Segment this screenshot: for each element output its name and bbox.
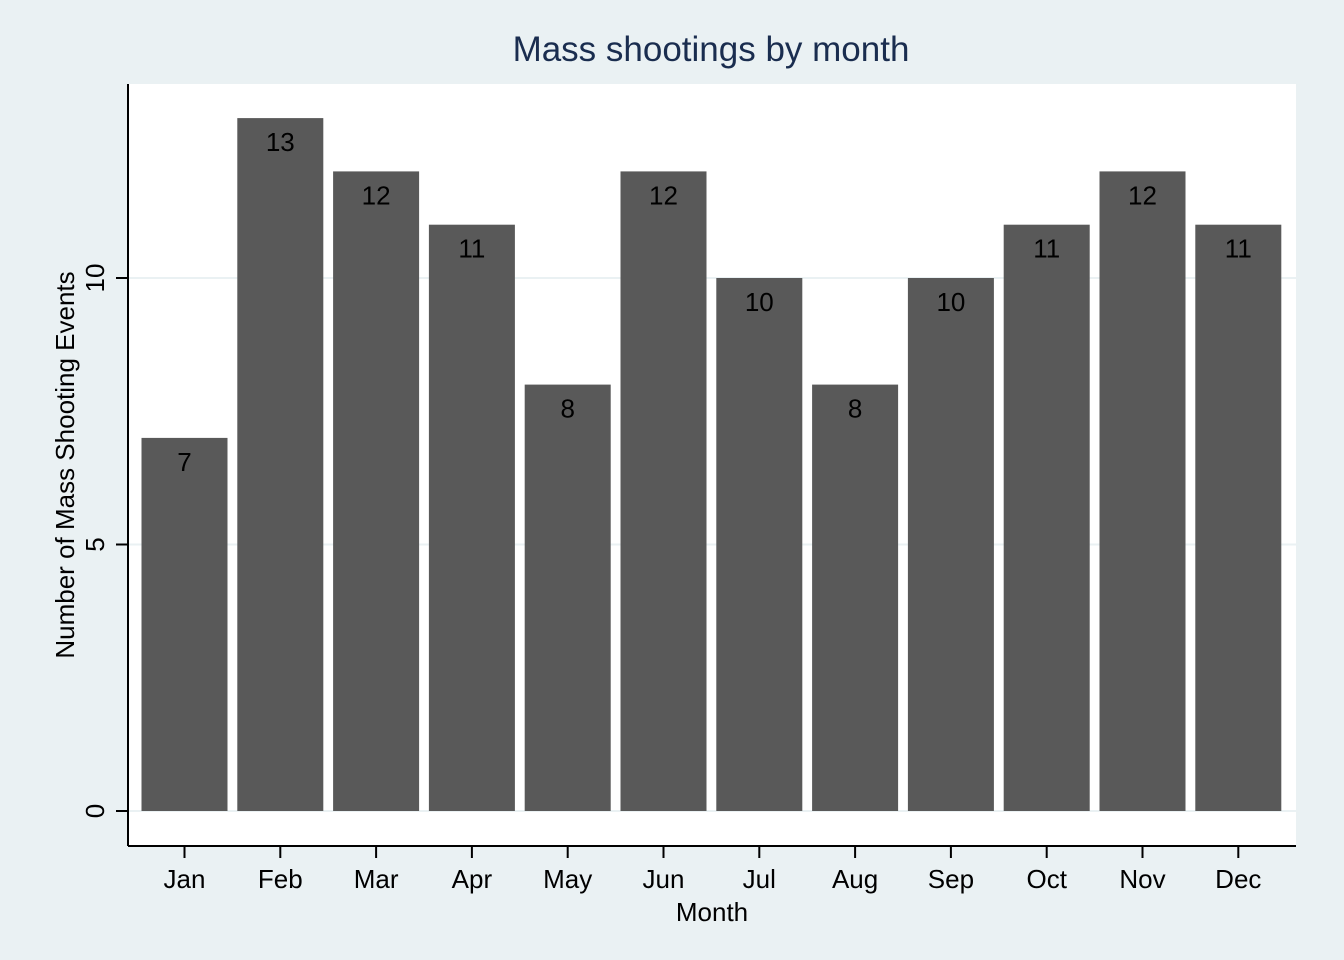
bar-feb: [237, 118, 324, 812]
bar-value-label: 12: [362, 180, 391, 210]
bars: [141, 118, 1282, 812]
bar-value-label: 11: [1225, 234, 1252, 264]
bar-jun: [620, 171, 707, 811]
x-tick-label-may: May: [543, 864, 592, 894]
y-tick-label: 10: [80, 264, 110, 293]
x-tick-label-aug: Aug: [832, 864, 878, 894]
bar-value-label: 12: [649, 180, 678, 210]
bar-data-labels: 7 13 12 11 8 12 10 8 10 11 12 11: [177, 127, 1252, 477]
bar-nov: [1099, 171, 1186, 811]
y-tick-label: 5: [80, 537, 110, 551]
x-tick-label-feb: Feb: [258, 864, 303, 894]
bar-value-label: 11: [458, 234, 485, 264]
x-tick-label-dec: Dec: [1215, 864, 1261, 894]
bar-apr: [428, 224, 515, 811]
y-axis-title: Number of Mass Shooting Events: [50, 271, 80, 658]
bar-value-label: 7: [177, 447, 191, 477]
bar-value-label: 10: [936, 287, 965, 317]
x-axis: Jan Feb Mar Apr May Jun Jul Aug Sep Oct Nov Dec: [128, 845, 1296, 894]
bar-oct: [1003, 224, 1090, 811]
x-tick-label-jul: Jul: [743, 864, 776, 894]
bar-value-label: 11: [1033, 234, 1060, 264]
x-tick-label-apr: Apr: [452, 864, 493, 894]
bar-value-label: 8: [848, 394, 862, 424]
x-tick-label-oct: Oct: [1026, 864, 1067, 894]
chart-title: Mass shootings by month: [513, 30, 910, 69]
x-axis-title: Month: [676, 897, 748, 927]
bar-value-label: 13: [266, 127, 295, 157]
bar-sep: [907, 278, 994, 811]
bar-value-label: 8: [560, 394, 574, 424]
bar-jan: [141, 437, 228, 811]
bar-mar: [333, 171, 420, 811]
x-tick-label-nov: Nov: [1119, 864, 1165, 894]
bar-jul: [716, 278, 803, 811]
x-tick-label-jun: Jun: [643, 864, 685, 894]
bar-aug: [812, 384, 899, 811]
y-tick-label: 0: [80, 804, 110, 818]
bar-dec: [1195, 224, 1282, 811]
bar-value-label: 10: [745, 287, 774, 317]
x-tick-label-sep: Sep: [928, 864, 974, 894]
bar-may: [524, 384, 611, 811]
x-tick-label-jan: Jan: [164, 864, 206, 894]
y-axis: 0 5 10: [80, 84, 129, 846]
bar-value-label: 12: [1128, 180, 1157, 210]
x-tick-label-mar: Mar: [354, 864, 399, 894]
